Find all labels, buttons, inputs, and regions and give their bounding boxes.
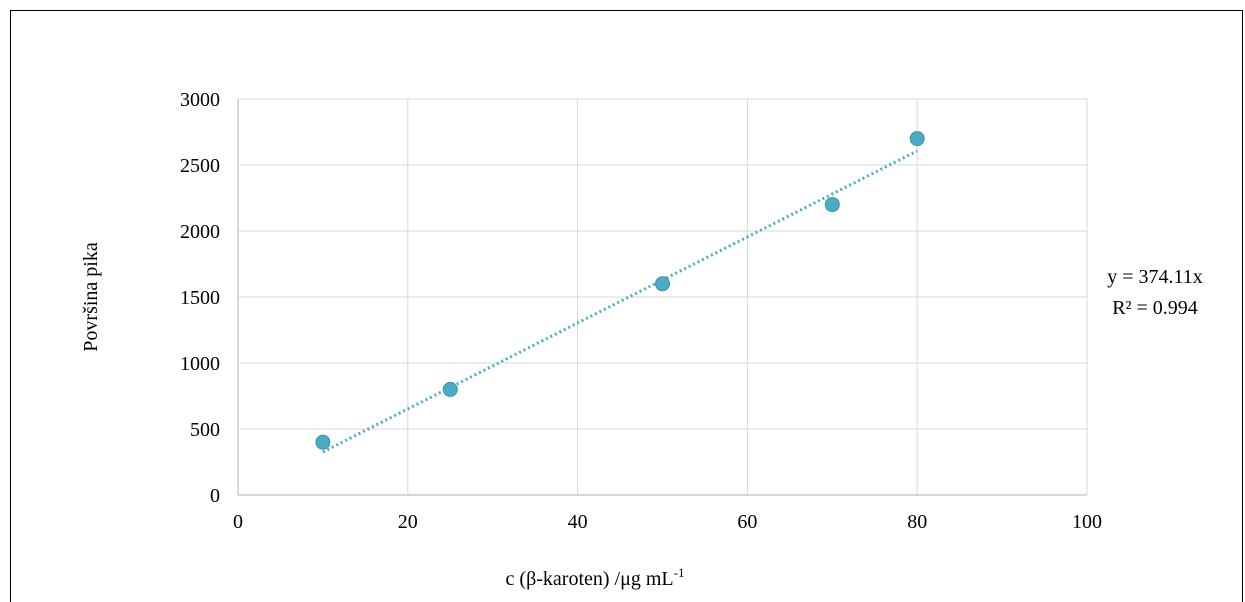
x-axis-title-text: c (β-karoten) /μg mL — [506, 568, 674, 590]
r-squared-label: R² = 0.994 — [1112, 297, 1198, 319]
chart-frame — [10, 10, 1243, 602]
x-tick-label: 40 — [568, 511, 588, 533]
trendline — [322, 149, 918, 454]
y-tick-label: 2500 — [180, 155, 220, 177]
x-tick-label: 20 — [398, 511, 418, 533]
data-point — [655, 276, 670, 292]
y-tick-label: 500 — [190, 419, 220, 441]
data-point — [442, 381, 458, 397]
y-tick-label: 3000 — [180, 89, 220, 111]
data-point — [824, 197, 840, 213]
data-point — [909, 131, 925, 147]
x-axis-title-superscript: -1 — [674, 565, 685, 580]
y-axis-title: Površina pika — [80, 242, 102, 352]
data-points — [315, 131, 925, 450]
trendline-group — [322, 149, 918, 454]
y-tick-label: 2000 — [180, 221, 220, 243]
y-tick-label: 1500 — [180, 287, 220, 309]
y-tick-label: 1000 — [180, 353, 220, 375]
tick-labels: 0 500 1000 1500 2000 2500 3000 0 20 40 60 80 100 — [180, 89, 1102, 533]
x-tick-label: 80 — [907, 511, 927, 533]
x-axis-title: c (β-karoten) /μg mL-1 — [506, 565, 685, 590]
x-tick-label: 0 — [233, 511, 243, 533]
y-tick-label: 0 — [210, 485, 220, 507]
data-point — [315, 434, 331, 450]
trendline-equation: y = 374.11x — [1107, 266, 1203, 288]
x-tick-label: 100 — [1072, 511, 1102, 533]
gridlines — [238, 98, 1088, 495]
axes — [237, 99, 1087, 496]
x-tick-label: 60 — [737, 511, 757, 533]
